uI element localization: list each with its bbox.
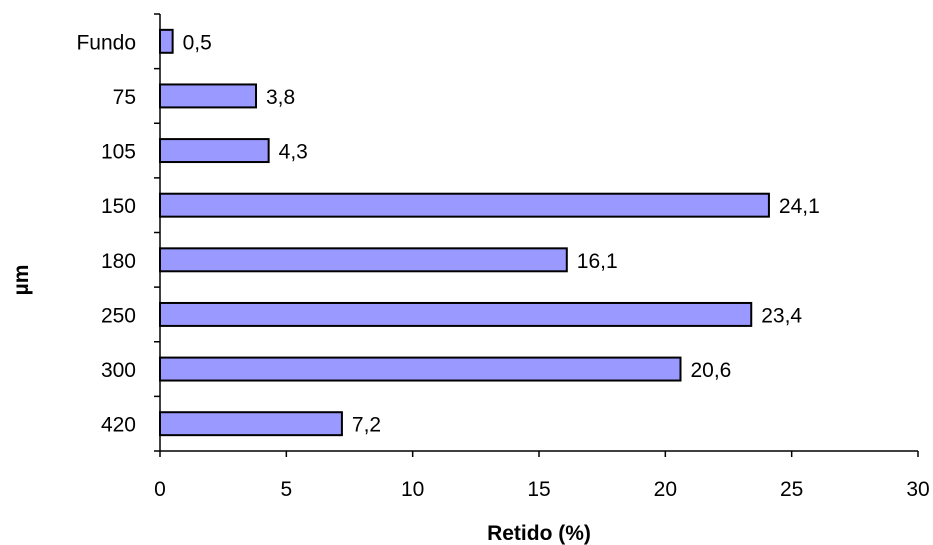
x-tick-label: 10	[401, 478, 424, 501]
bar-75	[159, 83, 258, 109]
y-tick-label: 180	[101, 250, 136, 273]
x-tick-label: 25	[780, 478, 803, 501]
y-tick-label: 250	[101, 304, 136, 327]
bar-150	[159, 192, 770, 218]
data-label: 24,1	[779, 195, 820, 218]
x-tick-label: 5	[280, 478, 292, 501]
data-label: 16,1	[577, 250, 618, 273]
bars-group	[159, 28, 770, 437]
data-label: 20,6	[690, 359, 731, 382]
y-tick-label: 150	[101, 195, 136, 218]
data-label: 0,5	[183, 31, 212, 54]
bar-180	[159, 247, 568, 273]
x-axis-ticks: 0 5 10 15 20 25 30	[154, 451, 930, 501]
data-label: 23,4	[761, 304, 802, 327]
y-tick-label: 75	[113, 86, 136, 109]
y-axis-title: µm	[10, 265, 33, 296]
bar-250	[159, 301, 753, 327]
data-label: 3,8	[266, 86, 295, 109]
x-tick-label: 15	[527, 478, 550, 501]
x-tick-label: 0	[154, 478, 166, 501]
bar-420	[159, 411, 343, 437]
y-axis-ticks: Fundo 75 105 150 180 250 300 420	[76, 13, 160, 452]
bar-fundo	[159, 28, 174, 54]
x-axis-title: Retido (%)	[487, 522, 591, 545]
bar-300	[159, 356, 682, 382]
data-label: 4,3	[279, 141, 308, 164]
y-tick-label: Fundo	[76, 31, 136, 54]
y-tick-label: 420	[101, 414, 136, 437]
data-labels-group: 0,5 3,8 4,3 24,1 16,1 23,4 20,6 7,2	[183, 31, 820, 436]
y-tick-label: 105	[101, 141, 136, 164]
bar-105	[159, 138, 270, 164]
data-label: 7,2	[352, 414, 381, 437]
x-tick-label: 20	[654, 478, 677, 501]
y-tick-label: 300	[101, 359, 136, 382]
x-tick-label: 30	[906, 478, 929, 501]
